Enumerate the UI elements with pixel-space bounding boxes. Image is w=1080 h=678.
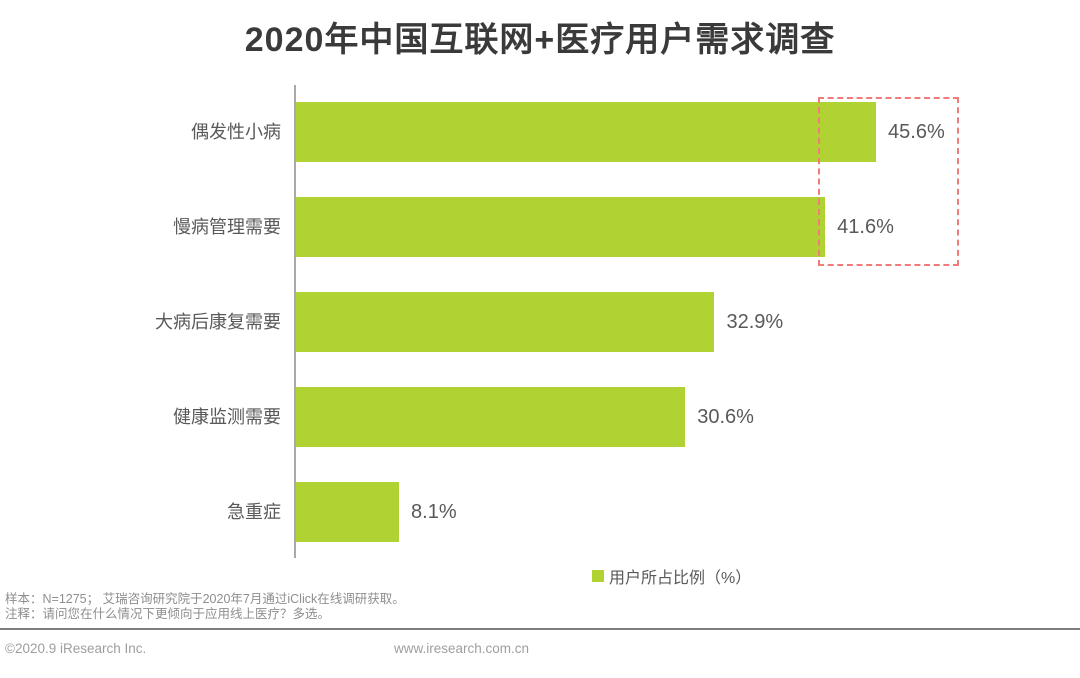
bar-row: 偶发性小病 45.6% xyxy=(0,102,1080,162)
bar-chart-plot-area: 偶发性小病 45.6% 慢病管理需要 41.6% 大病后康复需要 32.9% 健康监测需要 3… xyxy=(0,85,1080,558)
chart-title: 2020年中国互联网+医疗用户需求调查 xyxy=(244,21,836,59)
bar-row: 大病后康复需要 32.9% xyxy=(0,292,1080,352)
note-sample: 样本：N=1275； 艾瑞咨询研究院于2020年7月通过iClick在线调研获取… xyxy=(5,592,405,606)
value-label: 8.1% xyxy=(411,501,457,523)
footnotes: 样本：N=1275； 艾瑞咨询研究院于2020年7月通过iClick在线调研获取… xyxy=(5,592,705,622)
copyright-text: ©2020.9 iResearch Inc. xyxy=(5,641,147,656)
category-label: 急重症 xyxy=(227,502,281,522)
highlight-dashed-box xyxy=(818,97,959,266)
bar xyxy=(296,197,826,257)
legend: 用户所占比例（%） xyxy=(592,566,752,587)
bar-row: 急重症 8.1% xyxy=(0,482,1080,542)
category-label: 大病后康复需要 xyxy=(155,312,281,332)
legend-swatch-icon xyxy=(592,570,604,582)
footer-divider xyxy=(0,628,1080,630)
website-text: www.iresearch.com.cn xyxy=(394,641,530,656)
bar xyxy=(296,292,715,352)
bar xyxy=(296,482,400,542)
category-label: 偶发性小病 xyxy=(191,122,281,142)
value-label: 30.6% xyxy=(697,406,754,428)
category-label: 健康监测需要 xyxy=(173,407,281,427)
value-label: 41.6% xyxy=(837,216,894,238)
bar-row: 慢病管理需要 41.6% xyxy=(0,197,1080,257)
value-label: 45.6% xyxy=(888,121,945,143)
bar xyxy=(296,387,686,447)
bar xyxy=(296,102,877,162)
value-label: 32.9% xyxy=(726,311,784,333)
y-axis-line xyxy=(294,85,296,558)
note-annotation: 注释：请问您在什么情况下更倾向于应用线上医疗？多选。 xyxy=(5,607,331,621)
category-label: 慢病管理需要 xyxy=(173,217,281,237)
footer: ©2020.9 iResearch Inc. www.iresearch.com… xyxy=(0,641,1080,661)
bar-row: 健康监测需要 30.6% xyxy=(0,387,1080,447)
legend-label: 用户所占比例（%） xyxy=(609,570,752,587)
